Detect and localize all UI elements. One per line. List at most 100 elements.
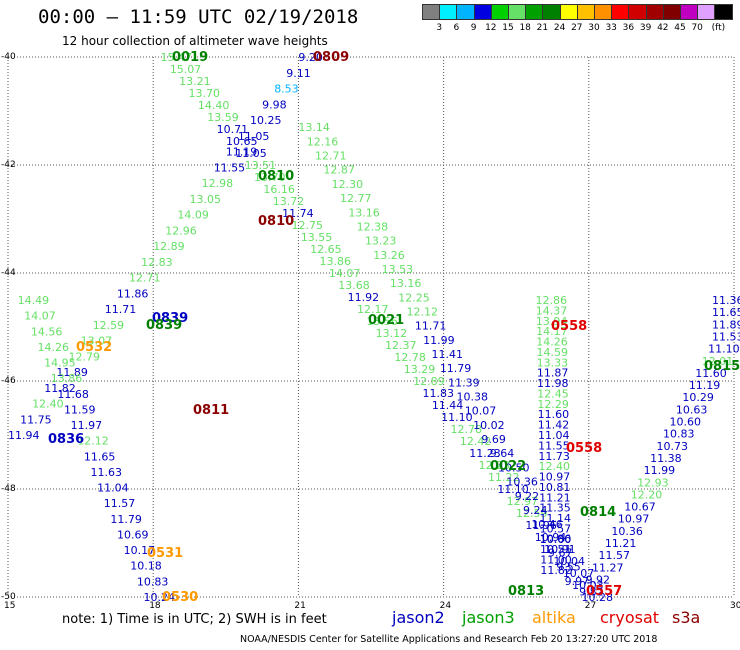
pass-time-label: 0836 [48,432,84,447]
pass-time-label: 0815 [704,359,740,374]
wave-height-value: 11.36 [712,294,740,307]
wave-height-value: 10.29 [682,391,714,404]
wave-height-value: 12.16 [307,135,339,148]
wave-height-value: 10.83 [137,575,169,588]
wave-height-value: 14.07 [329,267,361,280]
wave-height-value: 11.87 [537,367,569,380]
wave-height-value: 10.91 [544,543,576,556]
pass-time-label: 0809 [313,50,349,65]
wave-height-value: 10.24 [144,591,176,604]
wave-height-value: 13.94 [536,315,568,328]
legend-label: 45 [674,23,686,33]
wave-height-value: 13.29 [404,363,436,376]
wave-height-value: 14.07 [24,310,56,323]
wave-height-value: 12.30 [332,178,364,191]
pass-time-label: 0839 [146,318,182,333]
legend-label: 3 [436,23,443,33]
wave-height-value: 10.57 [540,522,572,535]
wave-height-value: 13.51 [245,159,277,172]
wave-height-value: 10.06 [540,532,572,545]
legend-label: 12 [485,23,497,33]
wave-height-value: 12.78 [394,351,426,364]
wave-height-value: 10.73 [657,440,689,453]
wave-height-value: 12.45 [537,387,569,400]
pass-time-label: 0839 [152,311,188,326]
wave-height-value: 9.24 [523,504,548,517]
wave-height-value: 12.40 [32,398,64,411]
wave-height-value: 12.20 [631,488,663,501]
wave-height-value: 11.19 [226,146,257,159]
wave-height-value: 12.12 [77,435,109,448]
lon-tick-label: 18 [149,601,161,611]
wave-height-value: 9.55 [556,561,581,574]
wave-height-value: 11.14 [539,512,571,525]
wave-height-value: 13.12 [376,327,408,340]
wave-height-value: 9.67 [548,546,573,559]
wave-height-value: 12.01 [702,355,734,368]
wave-height-value: 11.27 [592,561,624,574]
legend-swatch [714,4,734,20]
wave-height-value: 13.26 [373,249,405,262]
wave-height-value: 9.97 [565,575,590,588]
lat-tick-label: -44 [1,268,16,278]
lon-tick-label: 21 [294,601,306,611]
wave-height-value: 11.21 [539,491,571,504]
wave-height-value: 10.25 [250,114,282,127]
wave-height-value: 13.72 [273,195,305,208]
wave-height-value: 11.22 [488,471,520,484]
wave-height-value: 11.82 [44,382,76,395]
pass-time-label: 0532 [76,340,112,355]
wave-height-value: 9.98 [262,98,287,111]
wave-height-value: 9.22 [515,490,540,503]
wave-height-value: 11.10 [497,483,528,496]
wave-height-value: 13.07 [81,335,113,348]
wave-height-value: 11.38 [650,452,682,465]
legend-label: 18 [519,23,531,33]
wave-height-value: 10.46 [531,518,563,531]
wave-height-value: 11.41 [432,348,464,361]
wave-height-value: 12.89 [153,240,185,253]
pass-time-label: 0557 [586,584,622,599]
wave-height-value: 10.94 [535,531,567,544]
pass-time-label: 0813 [508,584,544,599]
wave-height-value: 13.23 [365,235,397,248]
wave-height-value: 11.00 [540,554,572,567]
wave-height-value: 12.23 [479,459,511,472]
wave-height-value: 12.87 [323,164,355,177]
wave-height-value: 10.81 [539,481,571,494]
note-text: note: 1) Time is in UTC; 2) SWH is in fe… [62,612,327,627]
satellite-key-jason3: jason3 [462,608,515,627]
wave-height-value: 12.59 [516,507,548,520]
wave-height-value: 11.05 [235,147,267,160]
lat-tick-label: -48 [1,484,16,494]
wave-height-value: 11.59 [64,403,96,416]
wave-height-value: 12.86 [536,294,568,307]
wave-height-value: 10.65 [226,135,258,148]
wave-height-value: 11.65 [712,306,740,319]
pass-time-label: 0814 [580,505,616,520]
wave-height-value: 15.47 [160,51,192,64]
legend-label: 39 [639,23,652,33]
wave-height-value: 14.09 [177,209,209,222]
footer-credit: NOAA/NESDIS Center for Satellite Applica… [240,634,658,645]
legend-label: 33 [605,23,617,33]
wave-height-value: 11.98 [537,377,569,390]
legend-label: 36 [622,23,635,33]
legend-label: 6 [453,23,460,33]
pass-time-label: 0810 [258,169,294,184]
wave-height-value: 14.26 [38,341,69,354]
wave-height-value: 11.75 [20,413,51,426]
wave-height-value: 11.57 [598,549,630,562]
wave-height-value: 10.36 [506,476,538,489]
lat-tick-label: -42 [1,160,16,170]
wave-height-value: 10.83 [663,428,695,441]
wave-height-value: 10.60 [540,533,572,546]
wave-height-value: 11.53 [712,330,740,343]
wave-height-value: 11.94 [8,429,40,442]
wave-height-value: 12.12 [407,305,439,318]
wave-height-value: 14.49 [18,294,50,307]
pass-time-label: 0811 [193,403,229,418]
wave-height-value: 12.79 [69,350,101,363]
wave-height-value: 11.83 [422,387,454,400]
wave-height-value: 11.68 [57,388,88,401]
